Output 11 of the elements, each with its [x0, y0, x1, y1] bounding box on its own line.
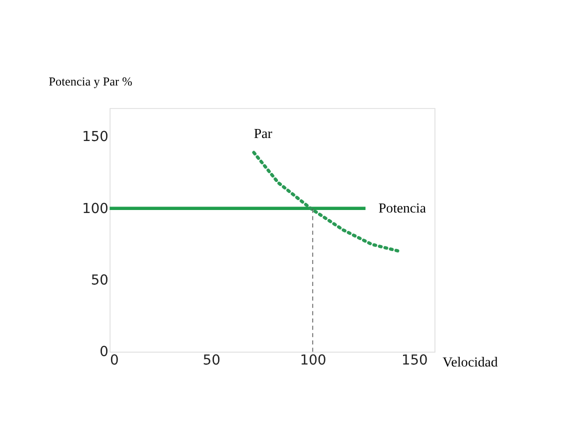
x-tick-label: 0: [110, 352, 119, 368]
y-tick-label: 100: [82, 200, 108, 217]
x-tick-label: 150: [401, 352, 428, 368]
series-label: Potencia: [378, 200, 426, 216]
x-axis-title: Velocidad: [442, 354, 498, 370]
x-tick-label: 50: [202, 352, 220, 368]
y-tick-label: 150: [82, 129, 108, 146]
series-label: Par: [254, 126, 273, 141]
x-tick-label: 100: [300, 352, 326, 368]
y-axis-title: Potencia y Par %: [48, 74, 132, 88]
y-tick-label: 50: [90, 272, 108, 289]
